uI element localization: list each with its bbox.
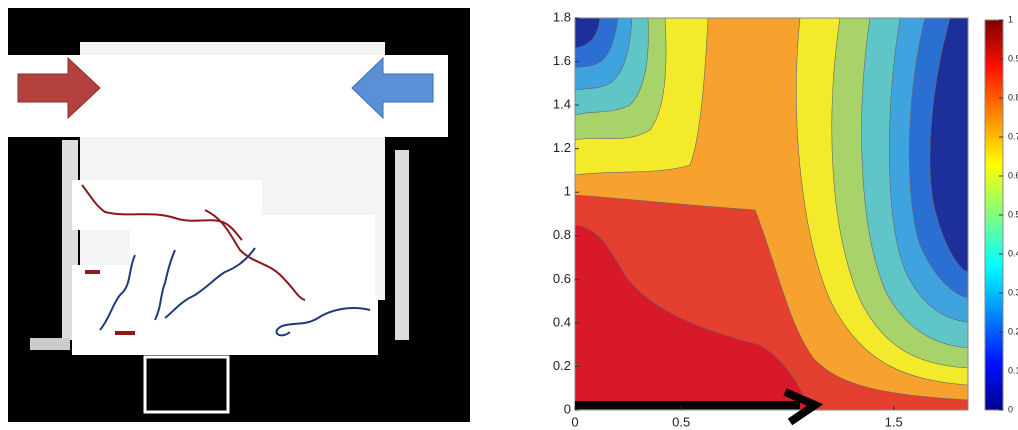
- colorbar-tick-label: 0.6: [1008, 170, 1018, 180]
- colorbar-tick-label: 0.2: [1008, 326, 1018, 336]
- y-tick-label: 1: [564, 184, 571, 199]
- y-tick-label: 1.4: [553, 97, 571, 112]
- y-tick-label: 1.6: [553, 53, 571, 68]
- colorbar-ticks: 0 0.1 0.2 0.3 0.4 0.5 0.6 0.7 0.8 0.9 1: [999, 14, 1018, 414]
- colorbar-tick-label: 0.1: [1008, 365, 1018, 375]
- y-tick-label: 0.4: [553, 314, 571, 329]
- y-tick-label: 1.8: [553, 9, 571, 24]
- colorbar-tick-label: 0.4: [1008, 248, 1018, 258]
- contour-fill: [574, 17, 969, 426]
- axes: 0 0.5 1.5 0 0.2 0.4 0.6 0.8 1 1.2 1.4 1.6 1.8: [553, 9, 903, 429]
- x-tick-label: 1.5: [885, 414, 903, 429]
- photo-panel: [8, 8, 470, 422]
- colorbar-tick-label: 0.8: [1008, 92, 1018, 102]
- colorbar-tick-label: 1: [1008, 14, 1013, 24]
- colorbar-tick-label: 0.9: [1008, 53, 1018, 63]
- y-tick-label: 0.2: [553, 358, 571, 373]
- colorbar-tick-label: 0.5: [1008, 209, 1018, 219]
- y-tick-label: 1.2: [553, 140, 571, 155]
- colorbar-tick-label: 0.7: [1008, 131, 1018, 141]
- x-tick-label: 0: [571, 414, 578, 429]
- y-tick-label: 0.8: [553, 227, 571, 242]
- y-tick-label: 0: [564, 401, 571, 416]
- y-tick-label: 0.6: [553, 271, 571, 286]
- colorbar-tick-label: 0.3: [1008, 287, 1018, 297]
- x-tick-label: 0.5: [672, 414, 690, 429]
- colorbar-tick-label: 0: [1008, 404, 1013, 414]
